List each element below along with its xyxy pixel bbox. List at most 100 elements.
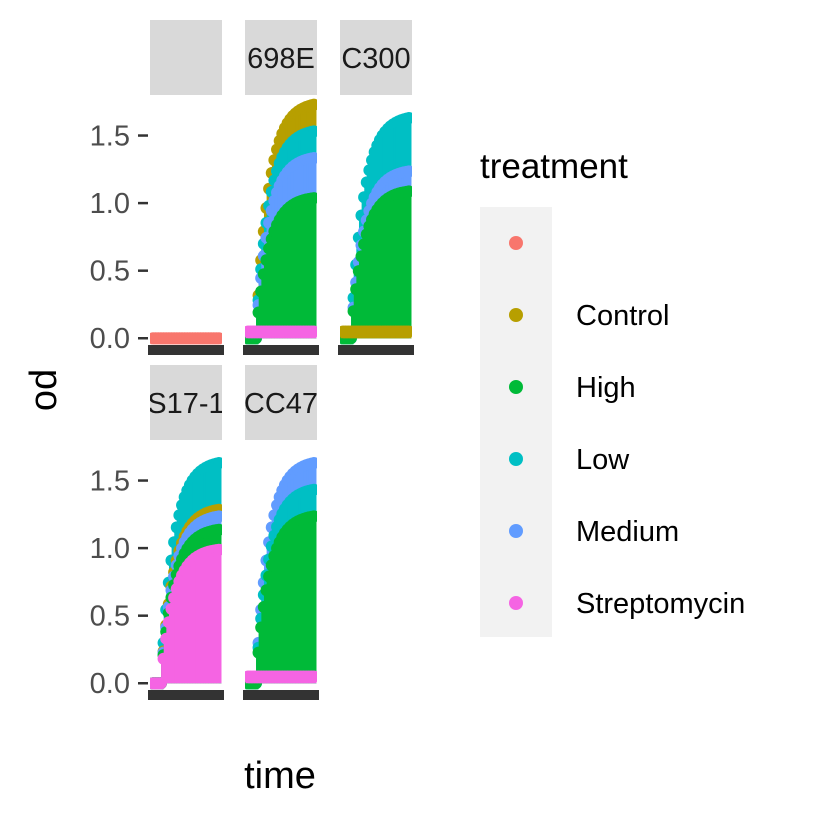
data-point xyxy=(213,550,219,684)
facet-strip xyxy=(340,20,412,95)
data-point xyxy=(282,212,288,339)
data-point xyxy=(161,658,167,684)
data-point xyxy=(211,550,217,684)
data-point xyxy=(303,518,309,684)
data-point xyxy=(361,244,367,339)
data-point xyxy=(263,590,269,684)
data-point xyxy=(290,204,296,339)
data-point xyxy=(290,524,296,684)
data-point xyxy=(372,214,378,339)
facet-strip-label: 698E xyxy=(247,43,315,75)
data-point xyxy=(401,192,407,339)
series-streptomycin xyxy=(150,543,222,690)
data-point xyxy=(198,554,204,684)
data-point xyxy=(308,125,317,138)
legend-label: High xyxy=(576,372,636,404)
facet-panels: 698E C300 S17-1 CC47 xyxy=(148,20,414,700)
legend-key-background xyxy=(480,207,552,637)
data-point xyxy=(403,185,412,198)
series-control xyxy=(340,325,412,339)
data-point xyxy=(308,670,317,683)
data-point xyxy=(285,209,291,339)
data-point xyxy=(184,566,190,684)
facet-panel: CC47 xyxy=(243,365,319,700)
data-point xyxy=(258,627,264,684)
series-unlabeled xyxy=(150,332,222,345)
data-point xyxy=(356,271,362,339)
legend-label: Medium xyxy=(576,516,679,548)
data-point xyxy=(406,191,412,339)
y-tick-label: 0.5 xyxy=(90,601,130,633)
data-point xyxy=(216,549,222,684)
data-point xyxy=(306,198,312,339)
data-point xyxy=(277,219,283,339)
data-point xyxy=(166,622,172,684)
data-point xyxy=(293,522,299,684)
facet-strip xyxy=(245,365,317,440)
legend-item: Medium xyxy=(509,516,679,548)
data-point xyxy=(271,555,277,684)
data-point xyxy=(182,570,188,684)
data-point xyxy=(192,558,198,684)
legend-item: Streptomycin xyxy=(509,588,745,620)
data-point xyxy=(271,231,277,339)
data-point xyxy=(395,193,401,339)
data-point xyxy=(174,588,180,684)
legend: treatment Control High Low Medium Streptomyc… xyxy=(480,147,745,637)
data-point xyxy=(256,312,262,339)
legend-key xyxy=(509,380,523,394)
data-point xyxy=(213,543,222,556)
facet-panel xyxy=(148,20,224,355)
data-point xyxy=(208,551,214,684)
data-point xyxy=(277,542,283,684)
data-point xyxy=(213,523,222,536)
data-point xyxy=(300,200,306,339)
facet-strip xyxy=(150,20,222,95)
data-point xyxy=(308,510,317,523)
data-point xyxy=(205,551,211,684)
legend-label: Low xyxy=(576,444,630,476)
data-point xyxy=(380,203,386,339)
y-tick-label: 0.5 xyxy=(90,256,130,288)
data-point xyxy=(390,195,396,339)
data-point xyxy=(311,198,317,339)
legend-item: Low xyxy=(509,444,630,476)
legend-items: Control High Low Medium Streptomycin xyxy=(509,236,745,620)
series-streptomycin xyxy=(245,670,317,684)
x-axis-label: time xyxy=(244,755,316,797)
data-point xyxy=(274,548,280,684)
data-point xyxy=(351,311,357,339)
data-point xyxy=(398,192,404,339)
data-point xyxy=(200,553,206,684)
x-axis-ticks xyxy=(148,345,224,355)
data-point xyxy=(403,112,412,125)
data-point xyxy=(263,260,269,339)
data-point xyxy=(382,200,388,339)
data-point xyxy=(374,209,380,339)
y-tick-label: 1.0 xyxy=(90,188,130,220)
x-axis-ticks xyxy=(148,690,224,700)
data-point xyxy=(353,289,359,339)
data-point xyxy=(256,652,262,684)
y-axis-label: od xyxy=(23,369,65,411)
facet-panel: C300 xyxy=(338,20,414,355)
data-point xyxy=(308,457,317,470)
y-tick-label: 1.0 xyxy=(90,533,130,565)
legend-key xyxy=(509,596,523,610)
data-point xyxy=(187,563,193,684)
legend-key xyxy=(509,236,523,250)
legend-label: Streptomycin xyxy=(576,588,745,620)
data-point xyxy=(287,526,293,684)
data-point xyxy=(168,608,174,684)
data-point xyxy=(295,202,301,339)
data-point xyxy=(213,332,222,345)
data-point xyxy=(195,556,201,684)
data-point xyxy=(213,457,222,470)
series-streptomycin xyxy=(245,325,317,339)
y-axes: 0.0 0.5 1.0 1.5 0.0 0.5 1.0 1.5 xyxy=(90,121,148,700)
data-point xyxy=(279,537,285,684)
data-point xyxy=(300,518,306,684)
data-point xyxy=(306,517,312,684)
facet-strip-label: C300 xyxy=(341,43,410,75)
